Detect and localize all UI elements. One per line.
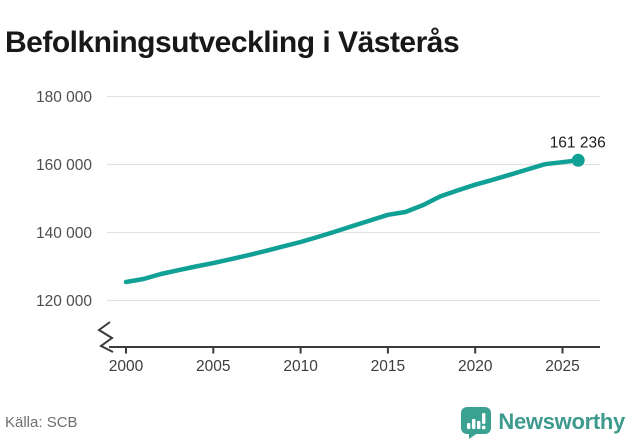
population-series-line	[123, 158, 581, 285]
latest-value-dot	[571, 153, 585, 167]
y-axis-break-icon	[97, 321, 114, 353]
y-axis-tick-label: 140 000	[36, 225, 92, 242]
brand-name: Newsworthy	[498, 409, 625, 434]
y-axis-tick-label: 180 000	[36, 89, 92, 106]
y-axis-tick-label: 120 000	[36, 293, 92, 310]
latest-value-label: 161 236	[550, 134, 606, 151]
source-label: Källa: SCB	[5, 414, 78, 431]
x-axis-tick-label: 2000	[109, 358, 144, 375]
x-axis-tick-label: 2010	[283, 358, 318, 375]
speech-bubble-bar-chart-icon	[461, 406, 492, 439]
newsworthy-logo: Newsworthy	[460, 405, 625, 439]
x-axis-tick-label: 2015	[371, 358, 405, 375]
y-axis-tick-label: 160 000	[36, 157, 92, 174]
page-title: Befolkningsutveckling i Västerås	[5, 26, 460, 60]
x-axis-tick-label: 2005	[196, 358, 230, 375]
x-axis-tick-label: 2020	[458, 358, 493, 375]
population-line-chart: 120 000 140 000 160 000 180 000 2000 2005 2010…	[36, 89, 606, 375]
x-axis-tick-label: 2025	[545, 358, 579, 375]
